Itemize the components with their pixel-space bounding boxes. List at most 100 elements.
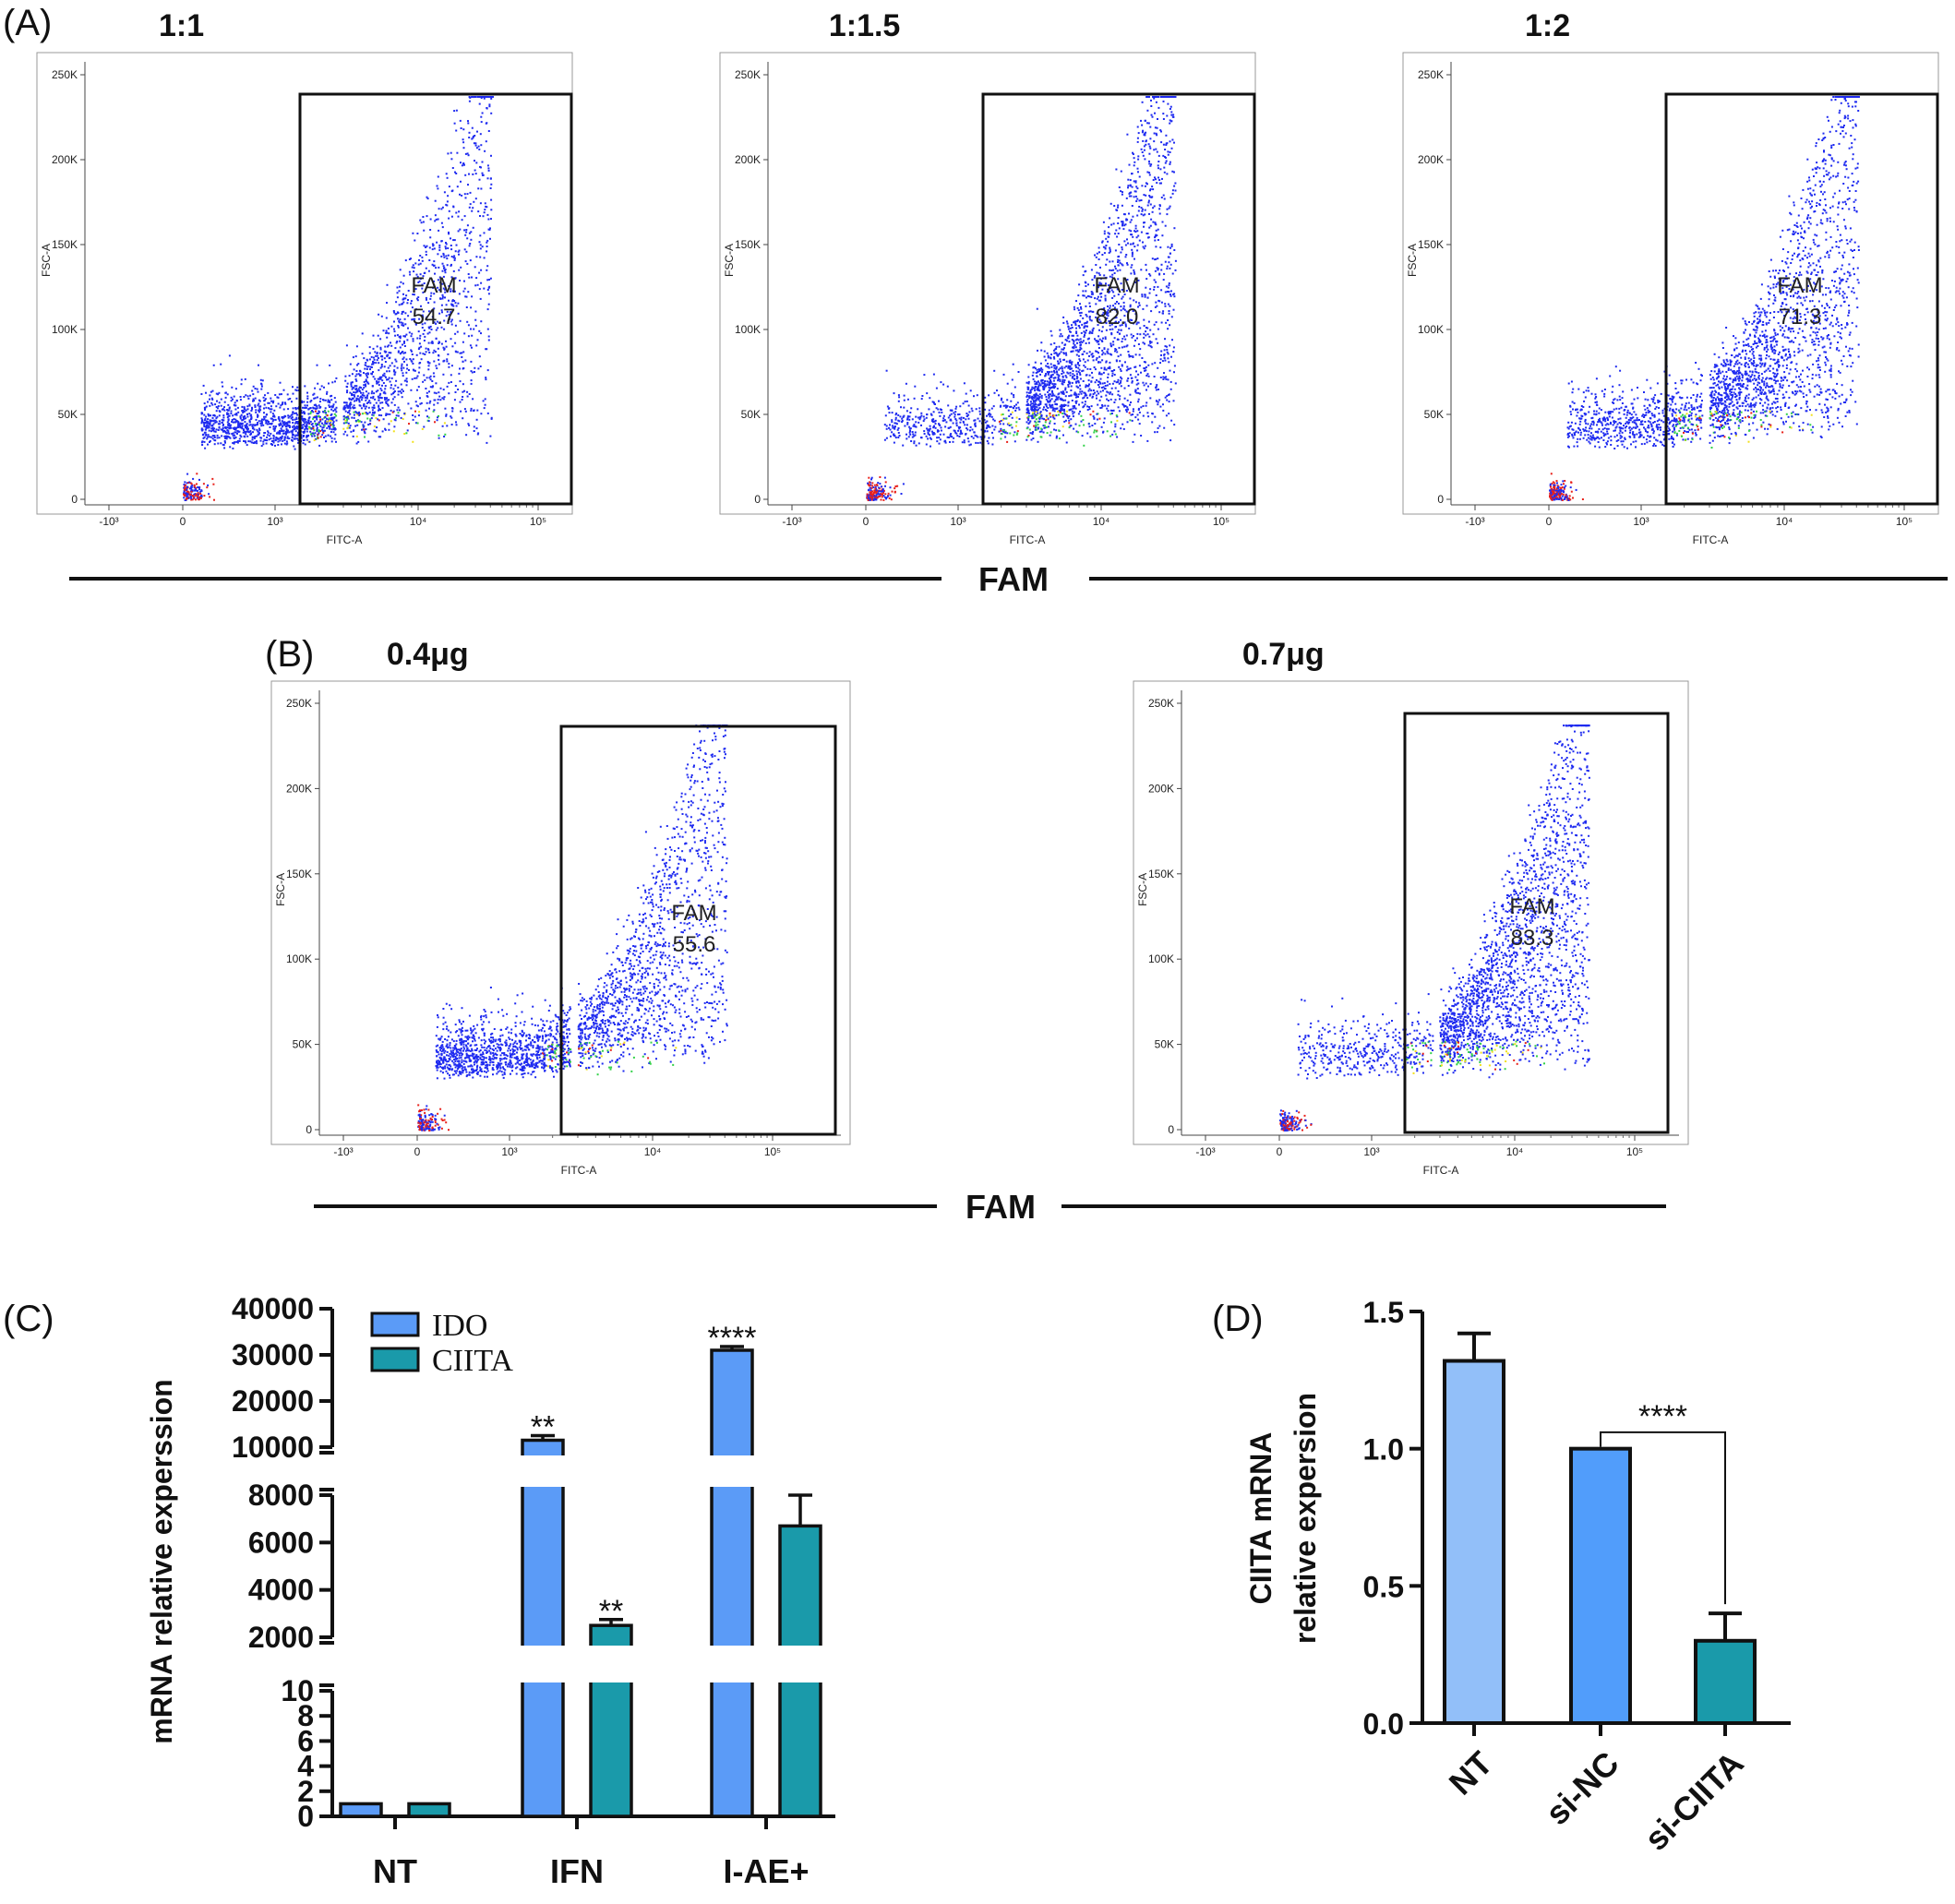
- y-axis-label: FSC-A: [723, 244, 736, 277]
- x-axis-label: FITC-A: [327, 533, 363, 546]
- y-tick-label: 6000: [248, 1526, 314, 1559]
- y-tick-label: 100K: [286, 952, 312, 965]
- bar-nt: [1443, 1359, 1505, 1726]
- flow-plot-a-1: 1:1 250K 200K 150K 100K 50K 0 -10³ 0 10³ 10⁴ 10⁵ FIT…: [36, 8, 573, 546]
- gate-percentage: 54.7: [413, 305, 456, 329]
- gate-label: FAM: [671, 901, 716, 926]
- panel-a-group-label: FAM: [978, 560, 1049, 598]
- y-tick-label: 10: [281, 1674, 314, 1707]
- x-axis-label: FITC-A: [1423, 1164, 1459, 1177]
- y-tick-label: 10000: [232, 1431, 314, 1464]
- y-tick-label: 2000: [248, 1621, 314, 1654]
- panel-b-letter: (B): [265, 634, 314, 675]
- y-tick-label: 250K: [52, 68, 78, 81]
- x-tick-label: 10³: [1633, 515, 1649, 528]
- y-axis-label: FSC-A: [40, 244, 53, 277]
- x-tick-label: -10³: [333, 1145, 353, 1158]
- y-tick-label: 40000: [232, 1292, 314, 1325]
- y-tick-label: 150K: [286, 868, 312, 880]
- y-tick-label: 100K: [1148, 952, 1174, 965]
- event-dots: [183, 96, 494, 501]
- y-axis-label: FSC-A: [274, 873, 287, 906]
- y-tick-label: 50K: [58, 408, 78, 421]
- y-tick-label: 6: [297, 1724, 314, 1757]
- gate-percentage: 71.3: [1779, 305, 1822, 329]
- x-tick-label: 10⁵: [764, 1145, 781, 1158]
- legend-swatch-ciita: [370, 1347, 420, 1372]
- flow-plot-a-3: 1:2 250K 200K 150K 100K 50K 0 -10³ 0 10³ 10⁴ 10⁵ FIT…: [1402, 8, 1939, 546]
- x-category-label: I-AE+: [723, 1852, 809, 1890]
- y-tick-label: 150K: [1418, 238, 1444, 251]
- gate-label: FAM: [1509, 894, 1554, 919]
- gate-percentage: 82.0: [1096, 305, 1139, 329]
- x-axis-label: FITC-A: [561, 1164, 597, 1177]
- significance-marker: **: [531, 1410, 555, 1445]
- gate-box[interactable]: [1403, 712, 1670, 1134]
- flow-plot-a-2: 1:1.5 250K 200K 150K 100K 50K 0 -10³ 0 10³ 10⁴ 10⁵ F…: [719, 8, 1256, 546]
- event-dots: [1549, 96, 1860, 501]
- x-category-label: NT: [1442, 1744, 1500, 1802]
- y-tick-label: 100K: [1418, 323, 1444, 336]
- y-tick-label: 8: [297, 1699, 314, 1732]
- legend-label-ciita: CIITA: [432, 1344, 513, 1378]
- y-tick-label: 50K: [1424, 408, 1444, 421]
- plot-title: 0.7μg: [1242, 637, 1325, 672]
- plot-frame: [36, 52, 573, 515]
- y-tick-label: 150K: [1148, 868, 1174, 880]
- x-tick-label: 10⁴: [1776, 515, 1793, 528]
- y-tick-label: 150K: [735, 238, 761, 251]
- gate-box[interactable]: [559, 724, 837, 1136]
- x-axis-label: FITC-A: [1693, 533, 1729, 546]
- gate-box[interactable]: [1664, 92, 1939, 506]
- bar-chart-d: 0.0 0.5 1.0 1.5 CIITA mRNA relative expersion…: [1244, 1296, 1791, 1858]
- x-tick-label: 10³: [1363, 1145, 1379, 1158]
- y-tick-label: 100K: [735, 323, 761, 336]
- x-axis-label: FITC-A: [1010, 533, 1046, 546]
- gate-box[interactable]: [298, 92, 573, 506]
- x-tick-label: -10³: [99, 515, 118, 528]
- y-tick-label: 200K: [286, 782, 312, 795]
- significance-marker: **: [599, 1594, 623, 1629]
- panel-a-letter: (A): [3, 3, 52, 43]
- bar-si-ciita: [1694, 1638, 1757, 1726]
- x-category-label: NT: [373, 1852, 417, 1890]
- flow-plot-b-2: 0.7μg 250K 200K 150K 100K 50K 0 -10³ 0 10³ 10⁴ 10⁵ F…: [1133, 637, 1689, 1177]
- x-tick-label: 0: [863, 515, 870, 528]
- gate-box[interactable]: [981, 92, 1256, 506]
- gate-percentage: 55.6: [673, 932, 716, 957]
- legend-swatch-ido: [370, 1311, 420, 1337]
- y-axis-label-line1: CIITA mRNA: [1244, 1432, 1277, 1605]
- y-tick-label: 0: [306, 1123, 312, 1136]
- x-tick-label: 10⁵: [1213, 515, 1229, 528]
- x-tick-label: 0: [1277, 1145, 1283, 1158]
- bar-ido-ifn: [521, 1438, 565, 1818]
- y-tick-label: 8000: [248, 1479, 314, 1512]
- y-axis-label-line2: relative expersion: [1289, 1393, 1322, 1644]
- y-tick-label: 100K: [52, 323, 78, 336]
- x-tick-label: 10³: [267, 515, 282, 528]
- x-tick-label: 10⁴: [410, 515, 427, 528]
- x-tick-label: 0: [1546, 515, 1553, 528]
- x-tick-label: 10⁵: [1896, 515, 1913, 528]
- y-tick-label: 150K: [52, 238, 78, 251]
- y-tick-label: 0: [297, 1800, 314, 1833]
- plot-title: 1:2: [1525, 8, 1570, 43]
- y-tick-label: 0: [1168, 1123, 1174, 1136]
- y-tick-label: 50K: [1155, 1038, 1174, 1051]
- legend-label-ido: IDO: [432, 1309, 487, 1343]
- gate-label: FAM: [411, 273, 456, 298]
- plot-frame: [1133, 680, 1689, 1145]
- bar-ciita-nt: [407, 1802, 451, 1818]
- y-tick-label: 200K: [52, 153, 78, 166]
- y-axis-label: FSC-A: [1406, 244, 1419, 277]
- bar-ido-i-ae+: [710, 1348, 754, 1818]
- y-tick-label: 30000: [232, 1338, 314, 1371]
- x-category-label: si-NC: [1538, 1744, 1625, 1832]
- plot-title: 1:1: [159, 8, 204, 43]
- axis-break-gap: [340, 1455, 857, 1487]
- event-dots: [866, 96, 1177, 501]
- significance-marker: ****: [708, 1321, 757, 1356]
- y-tick-label: 50K: [741, 408, 761, 421]
- y-tick-label: 20000: [232, 1384, 314, 1418]
